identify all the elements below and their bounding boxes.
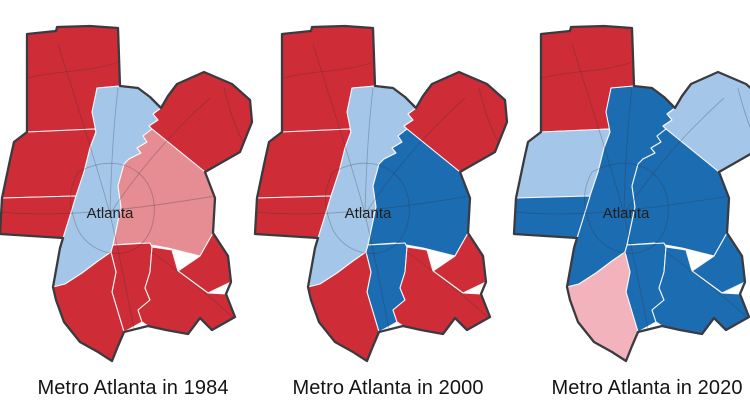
road-line [571,43,653,351]
road-line [312,43,394,351]
road-line [584,162,669,254]
city-label: Atlanta [603,205,650,222]
road-line [364,87,374,215]
metro-map-2020: Atlanta [512,24,750,363]
map-caption-1984: Metro Atlanta in 1984 [37,377,229,399]
road-line [151,251,237,321]
road-line [109,87,119,215]
county-douglas [254,195,332,239]
road-line [364,97,466,215]
road-line [737,87,750,153]
map-outline [0,24,254,363]
map-panel-1984: Atlanta Metro Atlanta in 1984 [0,0,266,415]
map-outline [512,24,750,363]
counties-layer [0,25,253,362]
road-line [406,251,492,321]
map-outline [253,24,509,363]
road-line [70,162,155,254]
city-label: Atlanta [87,205,134,222]
road-line [623,87,633,215]
metro-map-1984: Atlanta [0,24,254,363]
map-caption-2000: Metro Atlanta in 2000 [292,377,484,399]
road-line [541,61,633,79]
road-line [623,97,725,215]
road-line [282,61,374,79]
road-line [325,162,410,254]
road-line [57,43,139,351]
map-caption-2020: Metro Atlanta in 2020 [551,377,743,399]
county-douglas [0,195,77,239]
city-label: Atlanta [345,205,392,222]
road-line [109,97,211,215]
metro-map-2000: Atlanta [253,24,509,363]
counties-layer [254,25,508,362]
road-line [27,61,119,79]
map-panel-2000: Atlanta Metro Atlanta in 2000 [253,0,521,415]
road-line [665,251,750,321]
map-panel-2020: Atlanta Metro Atlanta in 2020 [512,0,750,415]
county-douglas [513,195,591,239]
